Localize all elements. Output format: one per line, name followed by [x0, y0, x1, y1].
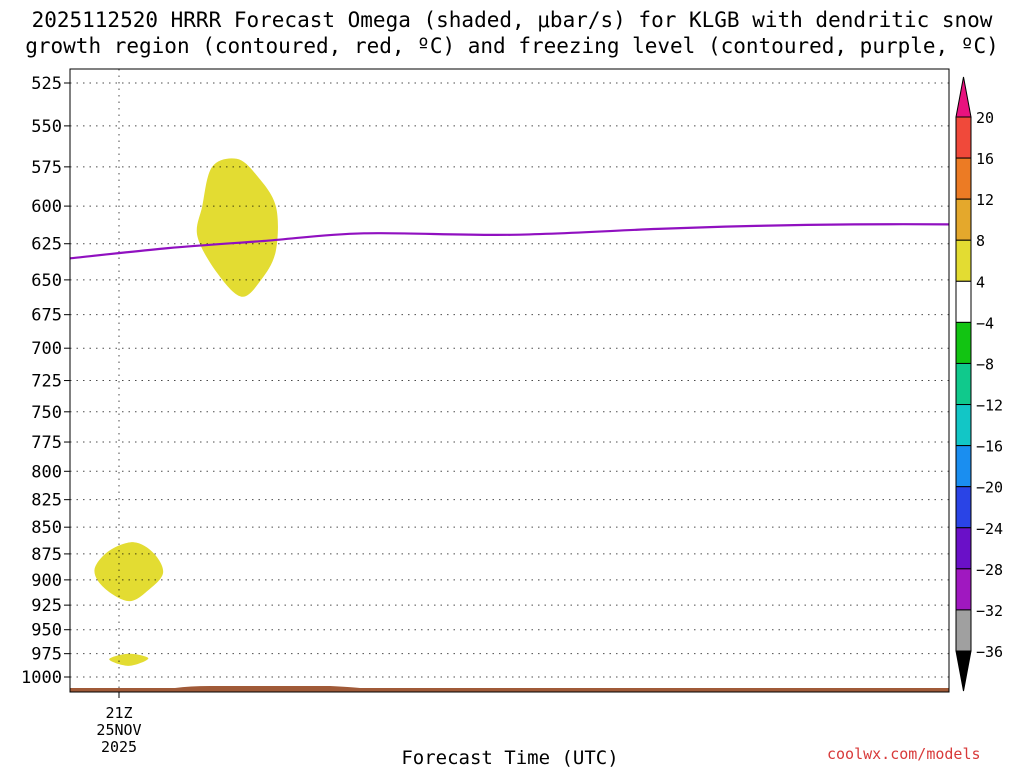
colorbar-label-8: −16 — [976, 438, 1003, 456]
y-tick-label-575: 575 — [31, 158, 62, 178]
colorbar-bin-8 — [955, 404, 972, 447]
colorbar-bin-13 — [955, 609, 972, 652]
y-tick-label-600: 600 — [31, 197, 62, 217]
colorbar-label-2: 12 — [976, 191, 994, 209]
terrain-strip — [70, 688, 949, 692]
colorbar-bin-7 — [955, 362, 972, 406]
x-tick-label--21-0: 21Z — [105, 704, 132, 722]
colorbar-bin-10 — [955, 486, 972, 529]
colorbar-label-1: 16 — [976, 150, 994, 168]
x-tick-label--21-2: 2025 — [101, 738, 137, 756]
colorbar-bin-3 — [955, 198, 972, 241]
colorbar-label-6: −8 — [976, 355, 994, 373]
omega-yellow-left-dot — [109, 653, 149, 666]
credit-link[interactable]: coolwx.com/models — [827, 745, 981, 763]
colorbar-label-5: −4 — [976, 314, 994, 332]
colorbar-bottom-arrow — [955, 650, 972, 692]
colorbar-label-9: −20 — [976, 479, 1003, 497]
chart-title-line2: growth region (contoured, red, ºC) and f… — [25, 34, 999, 58]
colorbar-bin-9 — [955, 445, 972, 488]
colorbar-label-3: 8 — [976, 232, 985, 250]
plot-frame — [69, 68, 950, 693]
colorbar-label-11: −28 — [976, 561, 1003, 579]
y-tick-label-625: 625 — [31, 235, 62, 255]
colorbar-bin-2 — [955, 157, 972, 200]
y-tick-label-900: 900 — [31, 571, 62, 591]
y-tick-label-750: 750 — [31, 403, 62, 423]
y-tick-label-775: 775 — [31, 433, 62, 453]
colorbar-bin-4 — [955, 239, 972, 282]
colorbar-label-10: −24 — [976, 520, 1003, 538]
y-tick-label-975: 975 — [31, 645, 62, 665]
colorbar-top-arrow — [955, 76, 972, 118]
y-tick-label-550: 550 — [31, 117, 62, 137]
colorbar-label-0: 20 — [976, 109, 994, 127]
y-tick-label-525: 525 — [31, 74, 62, 94]
y-tick-label-800: 800 — [31, 462, 62, 482]
colorbar-bin-6 — [955, 321, 972, 364]
freezing-level-line — [70, 223, 949, 260]
omega-yellow-left-low — [94, 542, 164, 602]
colorbar-bin-5 — [955, 280, 972, 323]
colorbar-bin-12 — [955, 568, 972, 611]
y-tick-label-700: 700 — [31, 339, 62, 359]
x-axis-label: Forecast Time (UTC) — [401, 747, 618, 768]
colorbar-label-7: −12 — [976, 397, 1003, 415]
y-tick-label-650: 650 — [31, 271, 62, 291]
y-tick-label-825: 825 — [31, 491, 62, 511]
chart-title-line1: 2025112520 HRRR Forecast Omega (shaded, … — [31, 8, 993, 32]
y-tick-label-950: 950 — [31, 621, 62, 641]
colorbar-bin-11 — [955, 527, 972, 570]
y-tick-label-875: 875 — [31, 545, 62, 565]
colorbar-label-13: −36 — [976, 643, 1003, 661]
y-tick-label-725: 725 — [31, 372, 62, 392]
y-tick-label-1000: 1000 — [21, 668, 62, 688]
terrain-bump — [175, 686, 360, 688]
y-tick-label-850: 850 — [31, 518, 62, 538]
colorbar-bin-1 — [955, 116, 972, 159]
omega-yellow-upper — [196, 158, 278, 297]
y-tick-label-925: 925 — [31, 596, 62, 616]
colorbar-label-4: 4 — [976, 273, 985, 291]
y-tick-label-675: 675 — [31, 306, 62, 326]
x-tick-label--21-1: 25NOV — [96, 721, 141, 739]
colorbar-label-12: −32 — [976, 602, 1003, 620]
